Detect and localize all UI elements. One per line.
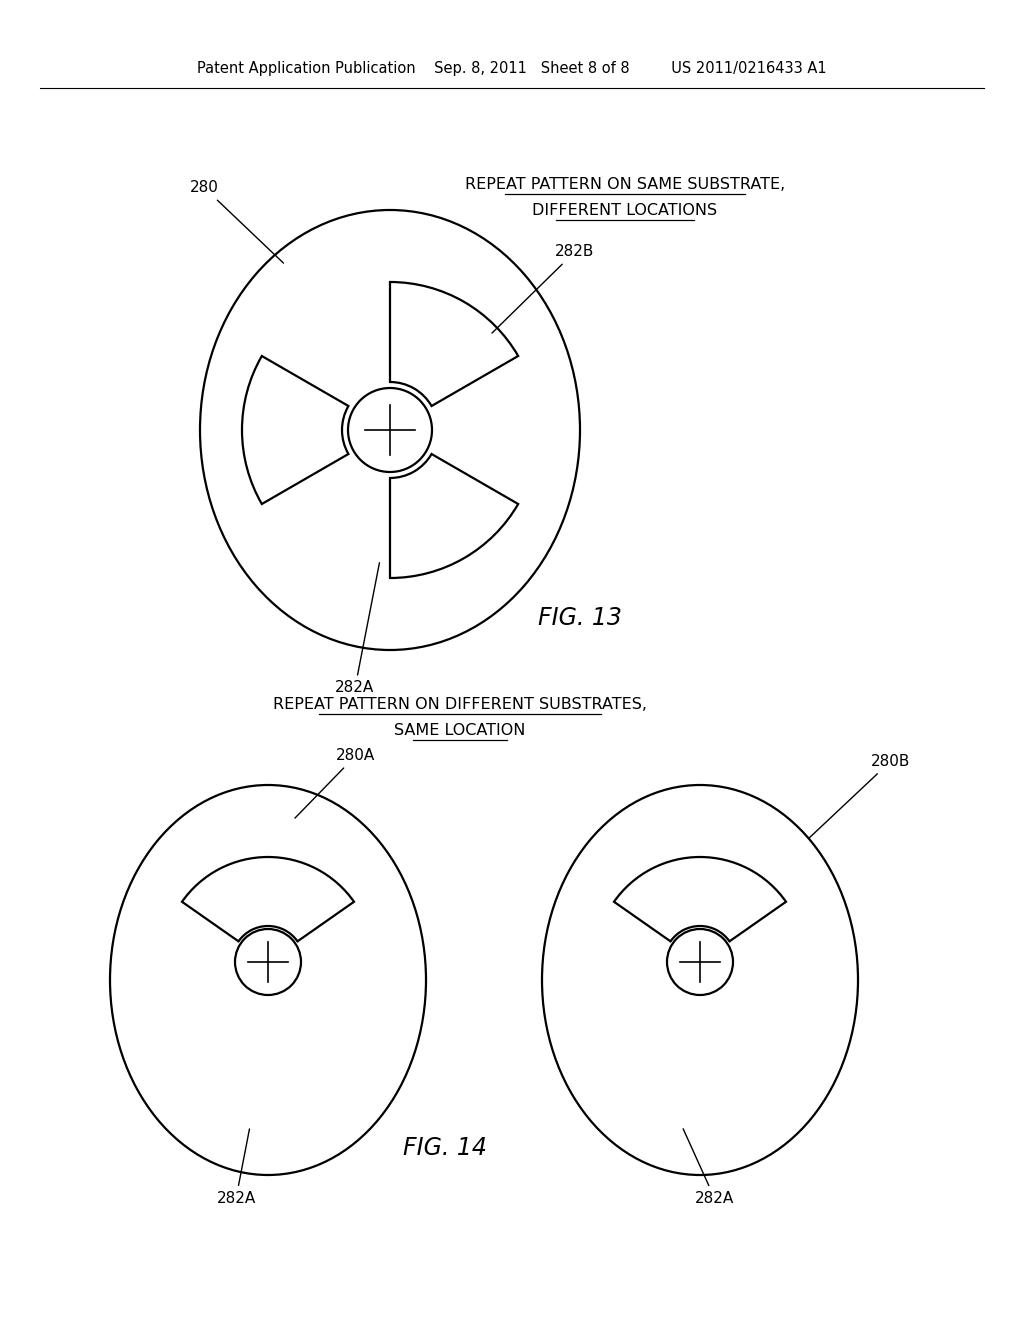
Text: 280: 280 xyxy=(190,181,284,263)
Text: 282A: 282A xyxy=(216,1129,256,1206)
Text: SAME LOCATION: SAME LOCATION xyxy=(394,723,525,738)
Text: REPEAT PATTERN ON DIFFERENT SUBSTRATES,: REPEAT PATTERN ON DIFFERENT SUBSTRATES, xyxy=(273,697,647,711)
Text: DIFFERENT LOCATIONS: DIFFERENT LOCATIONS xyxy=(532,203,718,218)
Text: 280B: 280B xyxy=(809,754,910,838)
Text: Patent Application Publication    Sep. 8, 2011   Sheet 8 of 8         US 2011/02: Patent Application Publication Sep. 8, 2… xyxy=(198,61,826,75)
Text: FIG. 13: FIG. 13 xyxy=(538,606,622,630)
Text: REPEAT PATTERN ON SAME SUBSTRATE,: REPEAT PATTERN ON SAME SUBSTRATE, xyxy=(465,177,785,191)
Text: 282A: 282A xyxy=(683,1129,734,1206)
Text: 282B: 282B xyxy=(492,244,594,333)
Text: 282A: 282A xyxy=(336,562,380,696)
Text: 280A: 280A xyxy=(295,748,375,818)
Text: FIG. 14: FIG. 14 xyxy=(403,1137,487,1160)
